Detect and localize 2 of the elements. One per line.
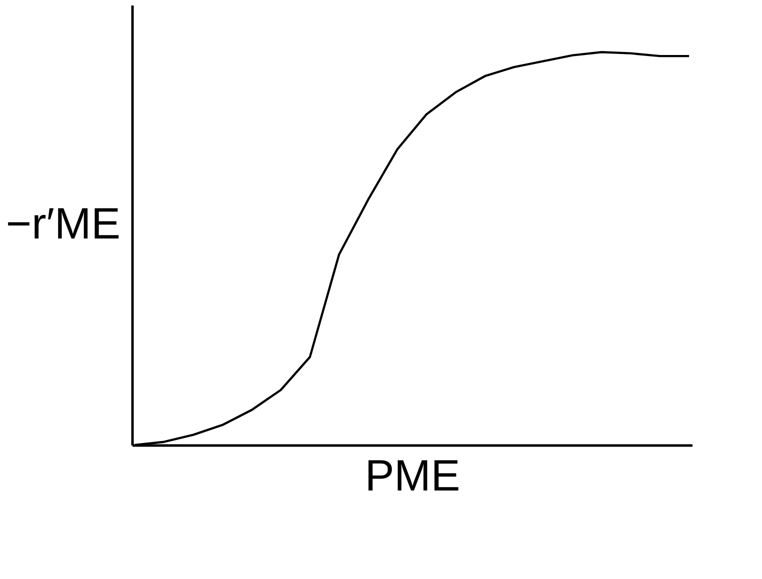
y-axis-title: −r′ME [6, 200, 120, 248]
x-axis-title: PME [364, 452, 460, 500]
